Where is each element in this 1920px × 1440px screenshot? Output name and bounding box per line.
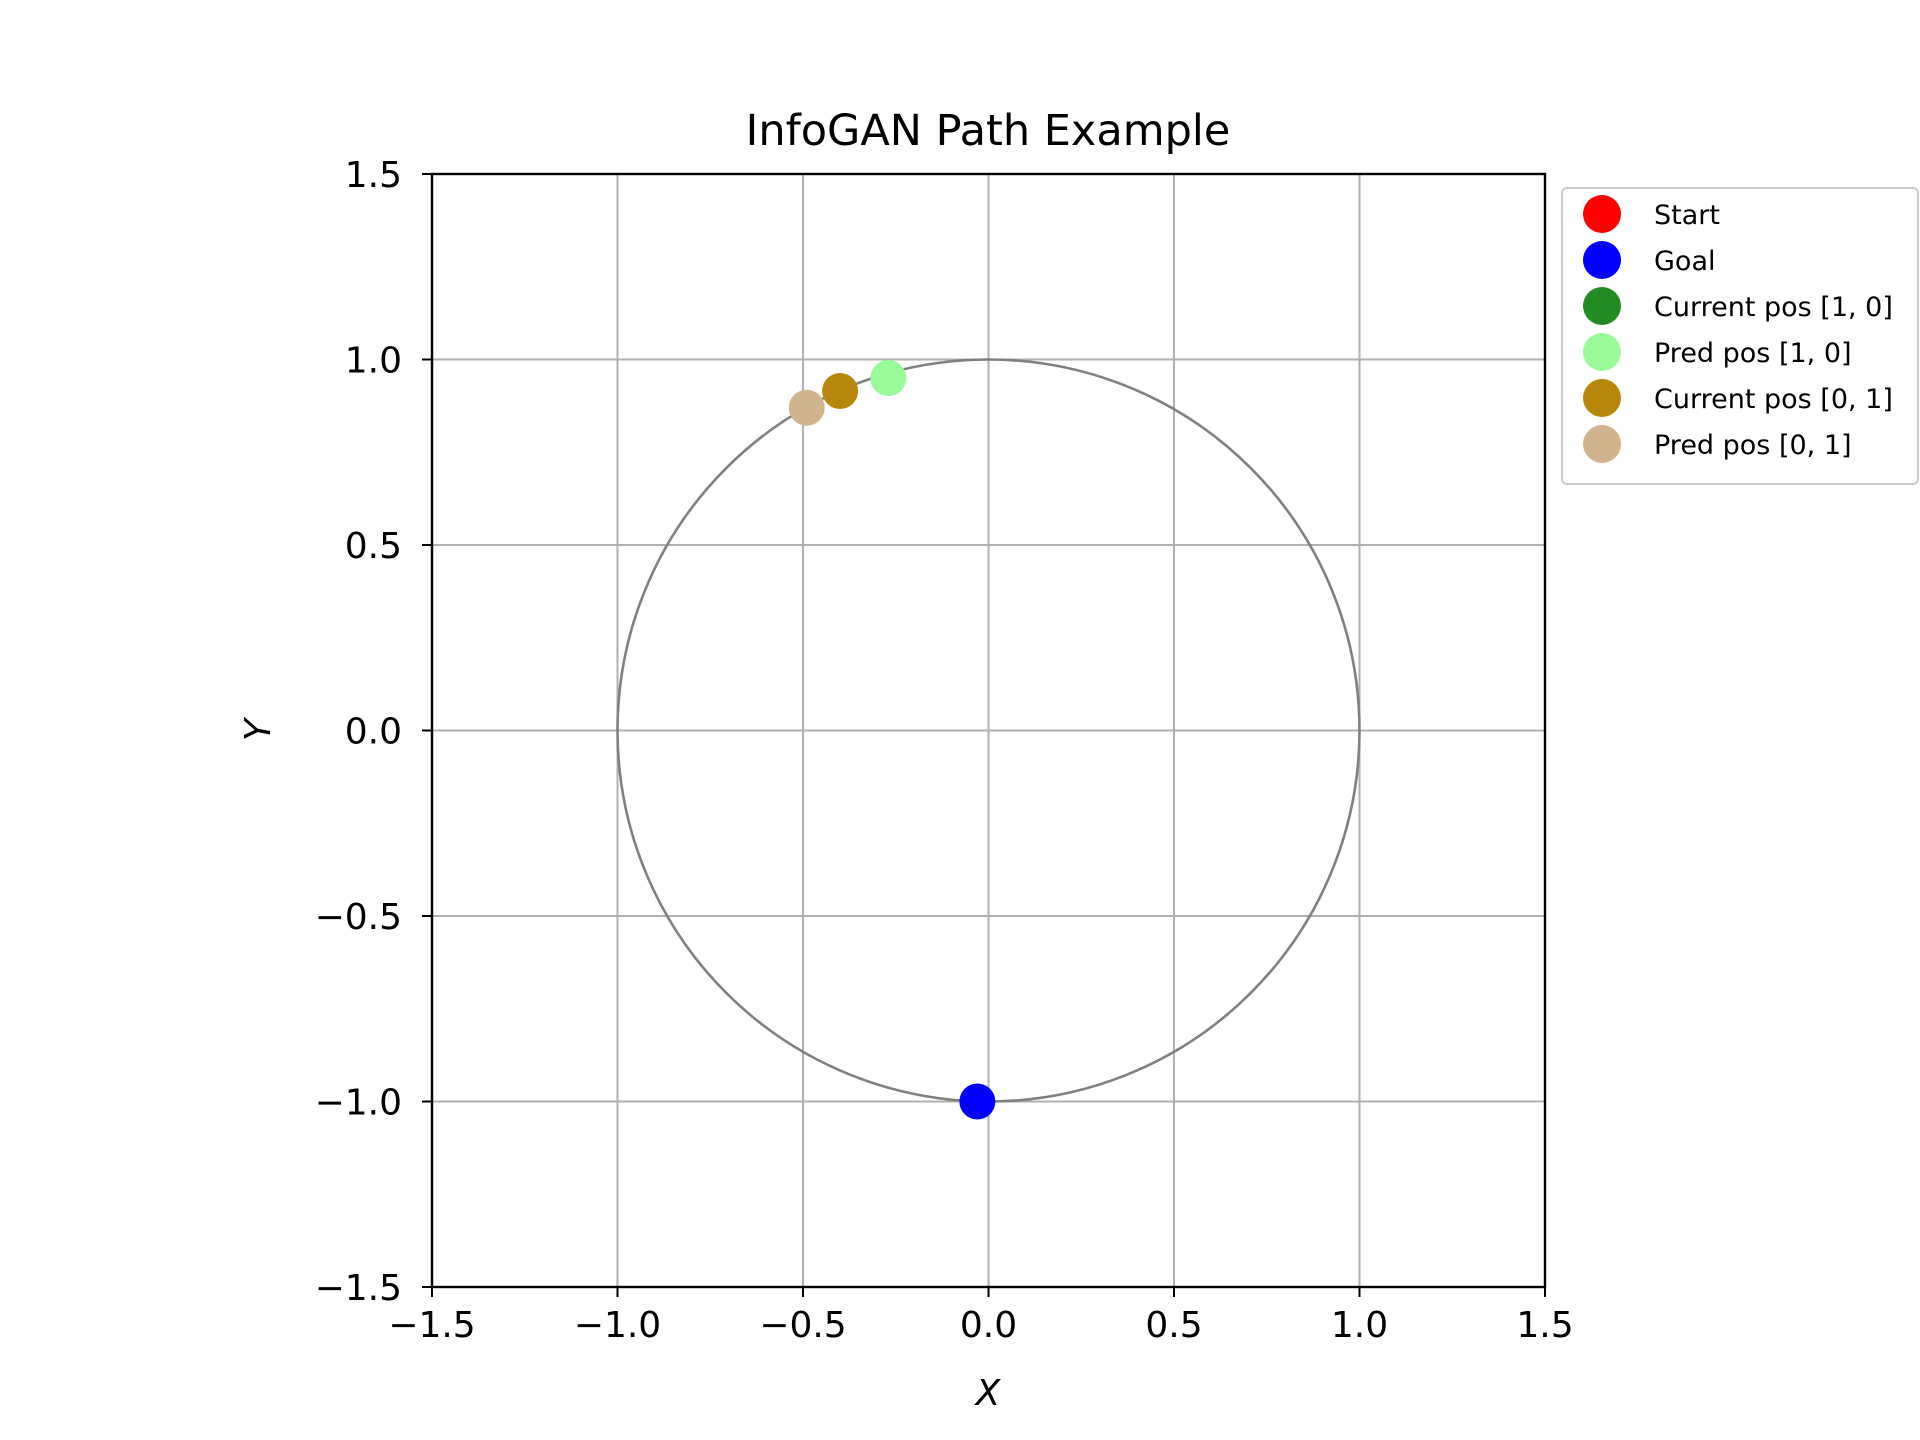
legend-label: Goal [1654,246,1716,277]
legend-label: Start [1654,200,1720,231]
legend: Start Goal Current pos [1, 0] Pred pos [1, … [1561,187,1919,485]
y-tick-label: −0.5 [315,897,402,938]
y-tick-label: 1.0 [345,341,402,382]
legend-marker [1583,287,1621,325]
plot-area [616,358,1361,1120]
legend-marker [1583,379,1621,417]
legend-label: Current pos [0, 1] [1654,384,1893,415]
legend-marker [1583,195,1621,233]
x-tick-label: 0.5 [1145,1305,1202,1346]
y-tick-label: 0.5 [345,526,402,567]
point-pred-pos-0-1 [788,389,825,426]
legend-label: Pred pos [0, 1] [1654,430,1852,461]
x-tick-label: 1.0 [1331,1305,1388,1346]
x-axis-label: X [974,1373,1002,1414]
point-pred-pos-1-0 [870,360,907,397]
y-tick-label: 1.5 [345,155,402,196]
x-tick-label: 1.5 [1516,1305,1573,1346]
y-tick-label: 0.0 [345,712,402,753]
x-tick-label: −1.5 [388,1305,475,1346]
legend-marker [1583,333,1621,371]
legend-label: Current pos [1, 0] [1654,292,1893,323]
point-goal [959,1083,996,1120]
legend-label: Pred pos [1, 0] [1654,338,1852,369]
x-tick-label: −1.0 [574,1305,661,1346]
x-tick-label: −0.5 [759,1305,846,1346]
legend-frame [1561,187,1919,485]
legend-marker [1583,241,1621,279]
y-axis-label: Y [238,716,279,741]
axis-ticks: −1.5 −1.0 −0.5 0.0 0.5 1.0 1.5 −1.5 −1.0 −0.5 0.0 0… [315,155,1574,1346]
point-current-pos-0-1 [822,373,859,410]
y-tick-label: −1.0 [315,1083,402,1124]
chart-title: InfoGAN Path Example [746,106,1231,156]
y-tick-label: −1.5 [315,1268,402,1309]
legend-marker [1583,425,1621,463]
x-tick-label: 0.0 [960,1305,1017,1346]
